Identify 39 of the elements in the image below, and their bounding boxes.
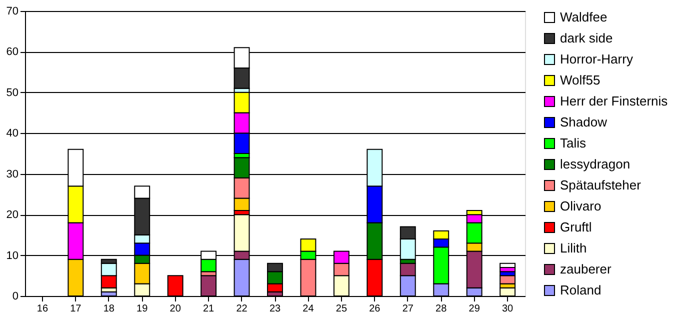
legend-label: zauberer bbox=[560, 262, 612, 276]
legend-label: Wolf55 bbox=[560, 72, 600, 88]
legend-label: Shadow bbox=[560, 114, 608, 130]
y-tick-label: 50 bbox=[6, 86, 18, 99]
y-tick-label: 70 bbox=[6, 6, 18, 18]
legend-label: Lilith bbox=[560, 240, 587, 256]
x-tick-label: 17 bbox=[70, 304, 82, 314]
x-tick-label: 26 bbox=[369, 304, 381, 314]
legend-label: Spätaufsteher bbox=[560, 178, 642, 192]
y-tick-label: 10 bbox=[6, 250, 18, 262]
x-tick-label: 29 bbox=[468, 304, 480, 314]
y-tick-label: 60 bbox=[6, 46, 18, 58]
x-tick-label: 27 bbox=[402, 304, 414, 314]
legend-label: Gruftl bbox=[560, 220, 592, 234]
x-tick-label: 20 bbox=[170, 304, 182, 314]
y-tick-label: 0 bbox=[12, 290, 18, 302]
x-tick-label: 16 bbox=[36, 304, 48, 314]
x-tick-label: 28 bbox=[436, 304, 448, 314]
legend-label: Talis bbox=[560, 136, 587, 150]
legend-label: Herr der Finsternis bbox=[560, 94, 668, 108]
legend-label: Roland bbox=[560, 282, 602, 298]
legend-label: Horror-Harry bbox=[560, 52, 634, 66]
x-tick-label: 19 bbox=[136, 304, 148, 314]
x-tick-label: 21 bbox=[202, 304, 215, 314]
legend-label: lessydragon bbox=[560, 156, 630, 172]
x-tick-label: 30 bbox=[502, 304, 514, 314]
legend-label: Olivaro bbox=[560, 198, 602, 214]
x-tick-label: 25 bbox=[336, 304, 348, 314]
legend-label: dark side bbox=[560, 30, 613, 46]
legend-label: Waldfee bbox=[560, 10, 608, 24]
bar bbox=[500, 262, 516, 268]
x-tick-label: 23 bbox=[269, 304, 281, 314]
y-tick-label: 20 bbox=[6, 209, 18, 222]
x-tick-label: 18 bbox=[103, 304, 115, 314]
x-tick-label: 22 bbox=[236, 304, 248, 314]
y-tick-label: 40 bbox=[6, 128, 18, 140]
bar bbox=[500, 275, 516, 284]
y-tick-label: 30 bbox=[6, 168, 18, 180]
x-tick-label: 24 bbox=[302, 304, 314, 314]
